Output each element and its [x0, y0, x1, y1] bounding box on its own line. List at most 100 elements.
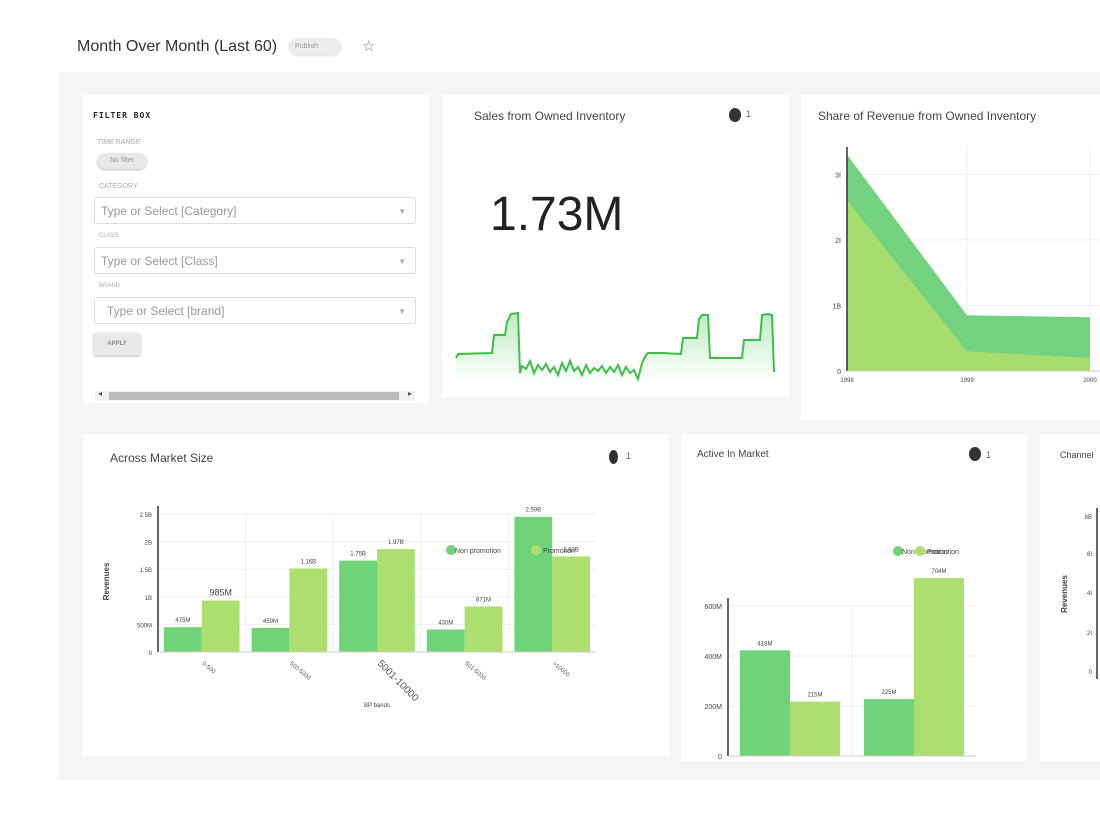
y-tick-label: 0 [149, 651, 153, 657]
channel-bar-chart: 8B 6I 4I 2I 0 Revenues [1060, 508, 1098, 679]
data-label: 1.75B [350, 552, 366, 558]
data-label: 704M [931, 569, 946, 575]
chevron-down-icon: ▼ [398, 307, 406, 316]
y-tick-label: 0 [837, 369, 841, 376]
data-label: 985M [209, 588, 232, 598]
x-tick-label: 501-5000 [463, 661, 487, 682]
data-label: 225M [881, 690, 896, 696]
y-tick-label: 1B [832, 303, 841, 310]
category-select[interactable]: Type or Select [Category] ▼ [94, 197, 416, 224]
scroll-right-icon[interactable]: ▸ [407, 389, 412, 398]
data-label: 418M [757, 641, 772, 647]
active-in-market-card: Active In Market 1 0 200M 400M 600M 418M 215M… [681, 434, 1027, 761]
y-tick-label: 6I [1087, 552, 1092, 558]
bar-promotion [790, 701, 840, 756]
chart-menu-count: 1 [746, 109, 752, 119]
bar-non-promotion [339, 560, 377, 652]
data-label: 2.59B [525, 508, 541, 514]
bar-promotion [552, 556, 590, 652]
bar-promotion [289, 568, 328, 652]
y-axis-label: Revenues [1060, 575, 1069, 613]
y-tick-label: 3I [835, 172, 841, 179]
time-range-label: TIME RANGE [97, 139, 141, 146]
bar-promotion [914, 578, 964, 756]
horizontal-scrollbar[interactable]: ◂ ▸ [95, 389, 415, 401]
share-card-title: Share of Revenue from Owned Inventory [818, 109, 1037, 123]
y-tick-label: 2I [1087, 631, 1092, 637]
active-card-title: Active In Market [697, 449, 769, 460]
time-range-pill[interactable]: No filter [97, 153, 147, 169]
market-size-bar-chart: 0 500M 1B 1.5B 2B 2.5B 475M 985M 0-500 459M 1.16B 5… [102, 506, 596, 709]
chevron-down-icon: ▼ [398, 257, 406, 266]
x-tick-label: 2000 [1083, 378, 1097, 384]
bar-promotion [201, 600, 240, 652]
brand-label: BRAND [99, 283, 121, 289]
channel-card: Channel 8B 6I 4I 2I 0 Revenues [1040, 434, 1100, 761]
dashboard-title: Month Over Month (Last 60) [77, 38, 278, 55]
bar-non-promotion [514, 516, 553, 652]
sparkline-chart [455, 311, 775, 385]
bar-non-promotion [864, 699, 914, 756]
bar-non-promotion [251, 628, 290, 652]
area-series-bottom [847, 200, 1090, 371]
data-label: 215M [807, 693, 822, 699]
y-tick-label: 200M [704, 704, 722, 711]
data-label: 1.97B [388, 540, 404, 546]
chevron-down-icon: ▼ [398, 207, 406, 216]
y-tick-label: 400M [704, 654, 722, 661]
brand-select[interactable]: Type or Select [brand] ▼ [94, 297, 416, 324]
big-number-value: 1.73M [490, 188, 624, 241]
scrollbar-thumb[interactable] [109, 392, 399, 400]
share-area-chart: 0 1B 2I 3I 1998 1999 2000 [832, 145, 1100, 384]
dashboard-header: Month Over Month (Last 60) Publish ☆ [0, 0, 1100, 72]
x-tick-label: 0-500 [201, 661, 217, 676]
y-tick-label: 0 [718, 754, 722, 761]
chart-menu-count: 1 [986, 450, 992, 460]
class-label: CLASS [99, 233, 119, 239]
legend-swatch [893, 546, 903, 556]
active-market-bar-chart: 0200M400M600M418M215Mzero225M704MeightSt… [704, 546, 976, 761]
y-tick-label: 2.5B [140, 513, 152, 519]
y-tick-label: 500M [137, 623, 152, 629]
y-tick-label: 0 [1089, 670, 1093, 676]
y-tick-label: 1.5B [140, 568, 152, 574]
data-label: 475M [175, 618, 190, 624]
class-select[interactable]: Type or Select [Class] ▼ [94, 247, 416, 274]
chart-menu-icon[interactable] [969, 447, 981, 461]
sparkline-area [456, 313, 774, 385]
legend-label: Non promotion [902, 549, 948, 556]
legend-swatch [531, 545, 541, 555]
chart-menu-icon[interactable] [609, 450, 618, 464]
data-label: 430M [438, 621, 453, 627]
y-tick-label: 2I [835, 238, 841, 245]
scroll-left-icon[interactable]: ◂ [98, 389, 103, 398]
sparkline-line [455, 311, 775, 383]
x-tick-label: 5001-10000 [375, 658, 421, 704]
y-tick-label: 4I [1087, 591, 1092, 597]
apply-button[interactable]: APPLY [94, 333, 140, 355]
star-outline-icon[interactable]: ☆ [362, 38, 376, 55]
legend-label: Promotion [927, 549, 959, 556]
filter-box-card: FILTER BOX TIME RANGE No filter CATEGORY… [83, 95, 429, 403]
dashboard-canvas: FILTER BOX TIME RANGE No filter CATEGORY… [58, 72, 1100, 780]
legend-swatch [915, 546, 925, 556]
brand-placeholder: Type or Select [brand] [107, 304, 225, 318]
y-axis-label: Revenues [102, 562, 111, 600]
data-label: 871M [476, 598, 491, 604]
market-size-card: Across Market Size 1 0 500M 1B 1.5B 2B 2.5B 47… [83, 434, 669, 756]
status-badge[interactable]: Publish [289, 38, 341, 55]
data-label: 1.83B [563, 547, 579, 553]
y-tick-label: 2B [145, 541, 152, 547]
sales-card-title: Sales from Owned Inventory [474, 109, 626, 123]
bar-promotion [377, 549, 415, 652]
data-label: 459M [263, 619, 278, 625]
bar-non-promotion [426, 629, 465, 652]
x-tick-label: 1999 [960, 378, 974, 384]
y-tick-label: 600M [704, 604, 722, 611]
bar-promotion [464, 606, 503, 652]
x-tick-label: 500-5000 [288, 661, 312, 682]
chart-menu-icon[interactable] [729, 108, 741, 122]
market-size-title: Across Market Size [110, 451, 214, 465]
category-placeholder: Type or Select [Category] [101, 204, 237, 218]
filter-box-title: FILTER BOX [93, 111, 152, 120]
